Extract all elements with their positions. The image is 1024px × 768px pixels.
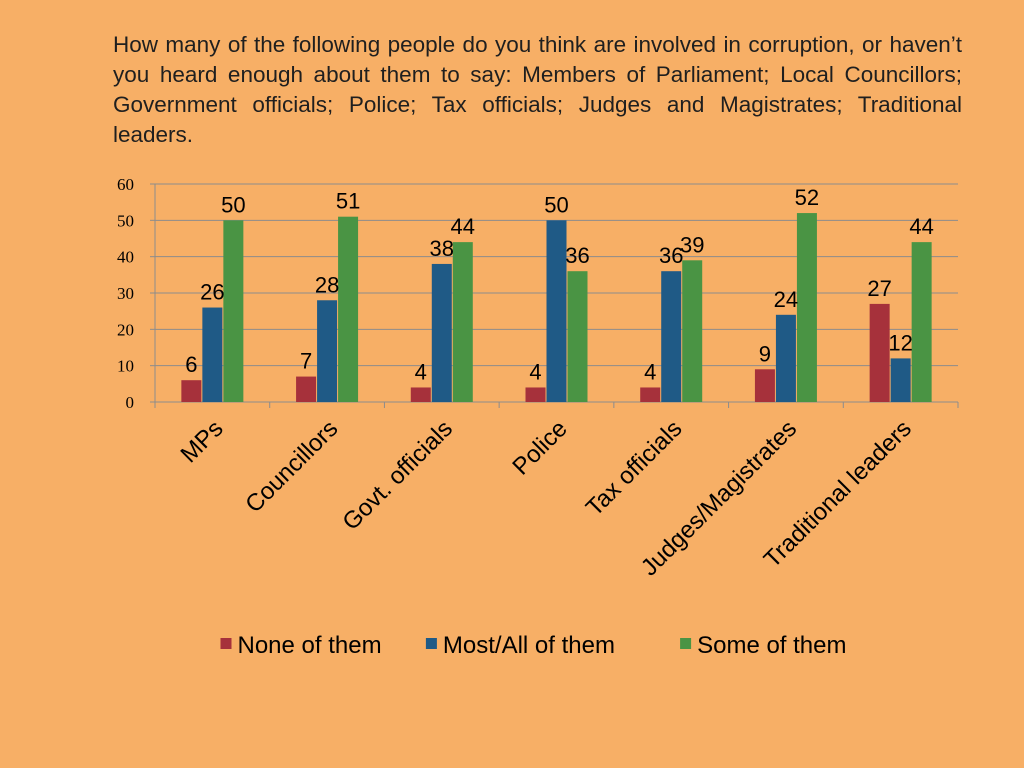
- x-axis: [154, 401, 959, 408]
- data-label: 28: [315, 272, 339, 297]
- bar: [661, 271, 682, 402]
- bar: [640, 387, 661, 402]
- bar: [567, 271, 588, 402]
- bar: [775, 314, 796, 402]
- bar: [869, 303, 890, 402]
- bar: [317, 300, 338, 402]
- category-label: MPs: [176, 415, 229, 468]
- data-label: 50: [544, 192, 568, 217]
- data-label: 51: [336, 189, 360, 214]
- bar: [796, 213, 817, 402]
- data-label: 39: [680, 232, 704, 257]
- data-label: 12: [888, 330, 912, 355]
- data-label: 44: [451, 214, 475, 239]
- bar: [546, 220, 567, 402]
- bar: [525, 387, 546, 402]
- data-label: 7: [300, 349, 312, 374]
- data-label: 4: [644, 359, 656, 384]
- data-label: 26: [200, 280, 224, 305]
- legend-swatch: [425, 638, 437, 649]
- y-tick-label: 20: [117, 320, 134, 339]
- bar: [890, 358, 911, 402]
- y-tick-label: 50: [117, 211, 134, 230]
- y-tick-label: 40: [117, 248, 134, 267]
- y-axis: 0 10 20 30 40 50 60: [117, 175, 156, 412]
- category-label: Councillors: [240, 415, 343, 518]
- bar: [181, 380, 202, 402]
- category-label: Police: [507, 415, 572, 480]
- category-label: Tax officials: [581, 415, 687, 521]
- legend-swatch: [680, 638, 692, 649]
- bars: [181, 213, 932, 402]
- y-tick-label: 0: [126, 393, 135, 412]
- data-label: 4: [529, 359, 541, 384]
- data-label: 9: [759, 341, 771, 366]
- data-label: 4: [415, 359, 427, 384]
- category-label: Govt. officials: [337, 415, 458, 536]
- legend-label: Most/All of them: [443, 632, 615, 659]
- y-tick-label: 30: [117, 284, 134, 303]
- data-label: 52: [795, 185, 819, 210]
- legend-label: Some of them: [697, 632, 846, 659]
- legend-swatch: [220, 638, 232, 649]
- bar: [452, 242, 473, 402]
- data-label: 36: [659, 243, 683, 268]
- bar: [682, 260, 703, 402]
- bar: [338, 216, 359, 402]
- data-label: 24: [774, 287, 798, 312]
- question-text: How many of the following people do you …: [113, 32, 962, 147]
- bar: [410, 387, 431, 402]
- bar: [911, 242, 932, 402]
- data-label: 36: [565, 243, 589, 268]
- legend: None of them Most/All of them Some of them: [220, 632, 847, 659]
- bar: [431, 263, 452, 402]
- bar: [296, 376, 317, 402]
- y-tick-label: 60: [117, 175, 134, 194]
- bar: [754, 369, 775, 402]
- bar: [202, 307, 223, 402]
- data-label: 6: [185, 352, 197, 377]
- data-label: 44: [909, 214, 933, 239]
- data-label: 50: [221, 192, 245, 217]
- data-label: 27: [867, 276, 891, 301]
- y-tick-label: 10: [117, 357, 134, 376]
- data-label: 38: [430, 236, 454, 261]
- legend-label: None of them: [238, 632, 382, 659]
- bar: [223, 220, 244, 402]
